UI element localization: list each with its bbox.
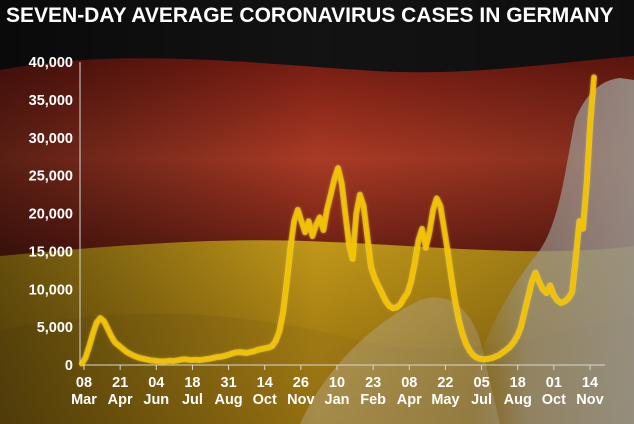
y-tick-label: 10,000 [29,282,73,298]
x-tick-day-label: 10 [329,375,345,391]
x-tick-month-label: Jun [143,392,169,408]
x-tick-day-label: 01 [546,375,562,391]
x-tick-month-label: Jul [471,392,492,408]
x-tick-month-label: Aug [214,392,242,408]
x-tick-month-label: Aug [504,392,532,408]
x-tick-month-label: Oct [542,392,566,408]
x-tick-day-label: 04 [148,375,164,391]
y-tick-label: 40,000 [29,55,73,71]
series-line-cases [80,75,596,366]
x-tick-month-label: Mar [71,392,97,408]
x-tick-month-label: Apr [108,392,133,408]
y-tick-label: 20,000 [29,207,73,223]
x-tick-month-label: Oct [253,392,277,408]
x-tick-month-label: Apr [397,392,422,408]
x-tick-day-label: 14 [582,375,598,391]
x-tick-day-label: 05 [474,375,490,391]
y-tick-label: 30,000 [29,131,73,147]
x-tick-day-label: 14 [257,375,273,391]
y-tick-label: 0 [65,358,73,374]
chart-title: SEVEN-DAY AVERAGE CORONAVIRUS CASES IN G… [6,4,614,27]
y-tick-label: 25,000 [29,169,73,185]
series-line-glow [79,74,597,367]
x-axis-ticks: 08Mar21Apr04Jun18Jul31Aug14Oct26Nov10Jan… [71,365,604,408]
x-tick-day-label: 08 [401,375,417,391]
series-layer [79,74,597,367]
y-tick-label: 35,000 [29,93,73,109]
x-tick-day-label: 18 [184,375,200,391]
x-tick-day-label: 18 [510,375,526,391]
x-tick-month-label: May [431,392,459,408]
x-tick-month-label: Feb [360,392,386,408]
x-tick-month-label: Jul [182,392,203,408]
x-tick-day-label: 21 [112,375,128,391]
x-tick-day-label: 26 [293,375,309,391]
x-tick-day-label: 22 [437,375,453,391]
x-tick-month-label: Jan [325,392,350,408]
x-tick-month-label: Nov [576,392,603,408]
y-tick-label: 15,000 [29,244,73,260]
x-tick-day-label: 08 [76,375,92,391]
x-tick-day-label: 23 [365,375,381,391]
x-tick-day-label: 31 [221,375,237,391]
x-tick-month-label: Nov [287,392,314,408]
y-axis-ticks: 0 5,000 10,000 15,000 20,000 25,000 30,000 35,0… [29,55,73,374]
y-tick-label: 5,000 [37,320,73,336]
